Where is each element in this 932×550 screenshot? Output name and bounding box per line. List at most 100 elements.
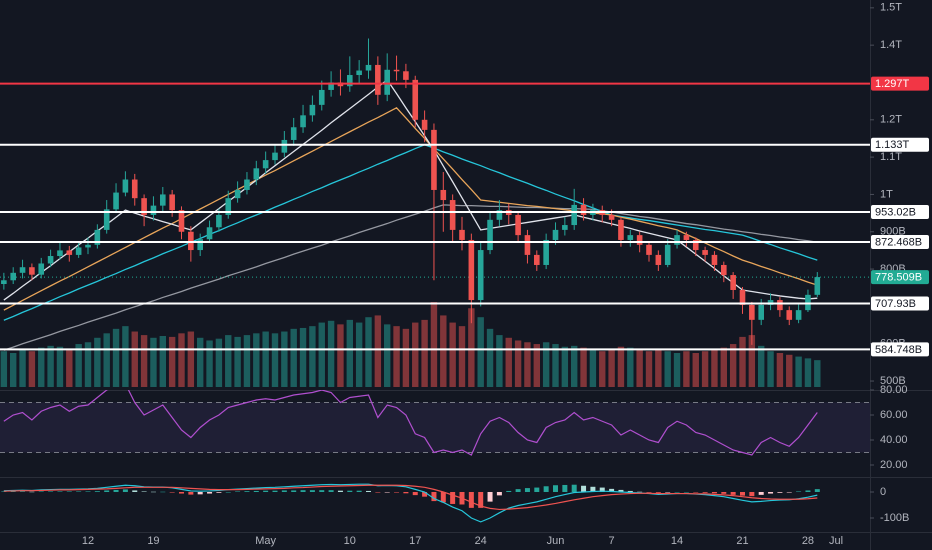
candle-body <box>309 104 316 116</box>
candle-body <box>244 179 250 190</box>
volume-bar <box>533 344 540 387</box>
macd-histogram-bar <box>553 485 558 492</box>
macd-histogram-bar <box>693 491 699 493</box>
volume-bar <box>814 360 821 387</box>
volume-bar <box>281 331 288 387</box>
candle-body <box>178 210 185 232</box>
candle-body <box>534 254 540 265</box>
rsi-tick-label: 80.00 <box>880 384 908 396</box>
volume-bar <box>131 331 138 387</box>
macd-histogram-bar <box>609 488 615 492</box>
macd-histogram-bar <box>48 491 54 492</box>
candle-body <box>197 239 203 251</box>
candle-body <box>103 209 110 230</box>
volume-bar <box>561 346 569 387</box>
candle-body <box>711 254 718 265</box>
candle-body <box>683 235 690 240</box>
candle-body <box>431 129 437 190</box>
volume-bar <box>599 351 606 387</box>
volume-bar <box>720 347 727 387</box>
candle-body <box>29 267 35 275</box>
volume-bar <box>271 333 279 387</box>
volume-bar <box>346 319 353 387</box>
x-tick-label: 12 <box>82 535 94 547</box>
volume-bar <box>150 337 157 387</box>
candle-body <box>608 214 615 220</box>
candle-body <box>356 70 362 76</box>
level-label-box <box>871 76 929 91</box>
macd-histogram-bar <box>150 491 156 493</box>
candle-body <box>19 267 26 273</box>
volume-bar <box>739 336 746 387</box>
macd-histogram-bar <box>440 491 446 503</box>
macd-histogram-bar <box>758 491 764 495</box>
macd-histogram-bar <box>786 491 792 493</box>
level-label-box <box>871 342 929 357</box>
volume-bar <box>552 344 559 387</box>
macd-histogram-bar <box>665 491 671 493</box>
rsi-tick-label: 20.00 <box>880 459 908 471</box>
volume-bar <box>692 353 699 387</box>
macd-histogram-bar <box>366 490 371 492</box>
level-label: 872.468B <box>875 236 922 248</box>
candle-body <box>122 179 129 193</box>
volume-bar <box>75 344 82 387</box>
candle-body <box>47 256 54 264</box>
volume-bar <box>0 351 8 387</box>
macd-histogram-bar <box>179 491 184 494</box>
volume-bar <box>10 353 17 387</box>
volume-bar <box>337 324 344 387</box>
volume-bar <box>318 322 325 387</box>
macd-histogram-bar <box>291 490 297 492</box>
y-tick-label: 500B <box>880 375 906 387</box>
macd-histogram-bar <box>94 491 100 492</box>
candle-body <box>412 79 419 120</box>
candle-body <box>113 192 119 210</box>
volume-bar <box>458 326 466 387</box>
macd-histogram-bar <box>300 490 306 492</box>
candle-body <box>674 235 680 245</box>
volume-bar <box>449 322 456 387</box>
candle-body <box>440 189 447 201</box>
volume-bar <box>758 345 765 387</box>
volume-bar <box>795 356 802 387</box>
volume-bar <box>412 322 419 387</box>
candle-body <box>225 198 232 215</box>
moving-average <box>3 144 818 321</box>
volume-bar <box>430 302 438 387</box>
volume-bar <box>711 349 718 387</box>
macd-pane <box>1 483 820 523</box>
macd-signal-line <box>3 484 818 511</box>
macd-histogram-bar <box>160 491 166 493</box>
volume-bar <box>215 338 223 387</box>
candle-body <box>655 254 662 265</box>
level-label: 707.93B <box>875 298 916 310</box>
candle-body <box>524 235 531 255</box>
volume-bar <box>299 327 307 387</box>
volume-bar <box>496 335 503 387</box>
volume-bar <box>580 347 587 387</box>
candle-body <box>160 194 166 206</box>
volume-bar <box>729 344 737 387</box>
macd-histogram-bar <box>141 491 147 492</box>
macd-histogram-bar <box>244 491 250 492</box>
macd-histogram-bar <box>281 490 287 492</box>
candle-body <box>730 275 736 290</box>
rsi-band <box>0 402 870 453</box>
candle-body <box>206 227 213 240</box>
macd-histogram-bar <box>683 491 689 493</box>
macd-histogram-bar <box>66 491 72 492</box>
x-tick-label: 14 <box>671 535 683 547</box>
volume-bar <box>701 351 709 387</box>
macd-histogram-bar <box>431 491 437 502</box>
level-label: 584.748B <box>875 344 922 356</box>
x-tick-label: Jun <box>547 535 565 547</box>
macd-histogram-bar <box>749 491 755 497</box>
macd-histogram-bar <box>132 490 138 492</box>
volume-bar <box>187 331 195 387</box>
candle-body <box>290 127 297 140</box>
x-tick-label: May <box>255 535 276 547</box>
candle-body <box>421 119 428 130</box>
volume-bar <box>627 347 634 387</box>
